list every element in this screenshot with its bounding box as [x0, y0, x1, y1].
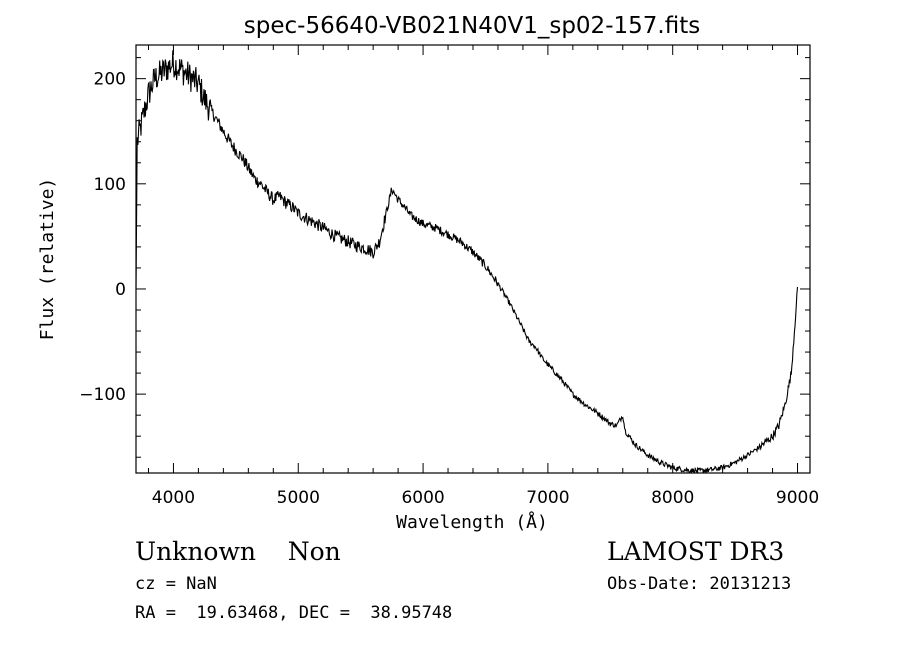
y-tick-label: −100: [79, 385, 126, 405]
y-axis-label: Flux (relative): [37, 178, 58, 341]
x-axis-label: Wavelength (Å): [396, 511, 548, 533]
object-class: Unknown Non: [135, 537, 341, 566]
spectrum-line: [135, 50, 799, 474]
x-tick-label: 4000: [152, 488, 195, 508]
y-tick-label: 100: [94, 175, 126, 195]
x-tick-label: 7000: [526, 488, 569, 508]
plot-frame: [135, 44, 811, 474]
y-tick-label: 0: [115, 280, 126, 300]
obs-date: Obs-Date: 20131213: [607, 574, 792, 594]
coordinates: RA = 19.63468, DEC = 38.95748: [135, 603, 453, 623]
chart-title: spec-56640-VB021N40V1_sp02-157.fits: [244, 13, 700, 39]
x-tick-label: 9000: [776, 488, 819, 508]
x-tick-label: 5000: [277, 488, 320, 508]
y-axis-ticks: −100 0 100 200: [79, 57, 810, 458]
x-tick-label: 8000: [651, 488, 694, 508]
survey-name: LAMOST DR3: [607, 537, 785, 566]
x-axis-ticks: 4000 5000 6000 7000 8000 9000: [147, 45, 819, 508]
y-tick-label: 200: [94, 70, 126, 90]
x-tick-label: 6000: [401, 488, 444, 508]
redshift-readout: cz = NaN: [135, 574, 217, 594]
